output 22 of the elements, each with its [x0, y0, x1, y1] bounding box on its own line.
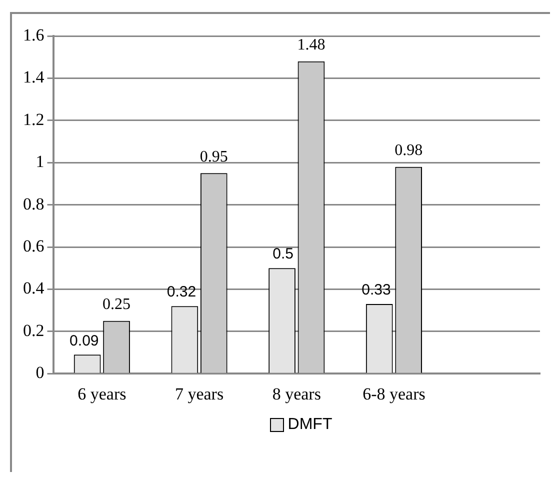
x-tick-label: 6 years	[78, 384, 126, 404]
data-label: 0.33	[362, 282, 391, 299]
y-tick-label: 0.2	[23, 320, 44, 340]
data-label: 0.32	[166, 284, 196, 301]
x-tick-label: 6-8 years	[362, 384, 426, 404]
data-label: 0.09	[70, 332, 99, 350]
data-label: 0.95	[200, 148, 228, 166]
x-tick-label: 8 years	[272, 384, 321, 404]
data-label: 0.25	[102, 296, 131, 314]
data-label: 0.5	[272, 246, 294, 263]
y-tick-label: 0.6	[23, 236, 44, 256]
y-tick-label: 0	[36, 363, 44, 382]
y-tick-label: 0.4	[23, 278, 45, 298]
y-tick-label: 1.4	[23, 68, 45, 87]
y-tick-label: 0.8	[23, 194, 44, 214]
y-tick-label: 1.2	[23, 110, 44, 129]
y-tick-label: 1	[36, 152, 44, 172]
legend-label: DMFT	[288, 416, 332, 434]
data-label: 0.98	[394, 142, 423, 160]
y-tick-label: 1.6	[23, 25, 44, 44]
x-tick-label: 7 years	[174, 384, 224, 404]
data-label: 1.48	[297, 36, 326, 54]
